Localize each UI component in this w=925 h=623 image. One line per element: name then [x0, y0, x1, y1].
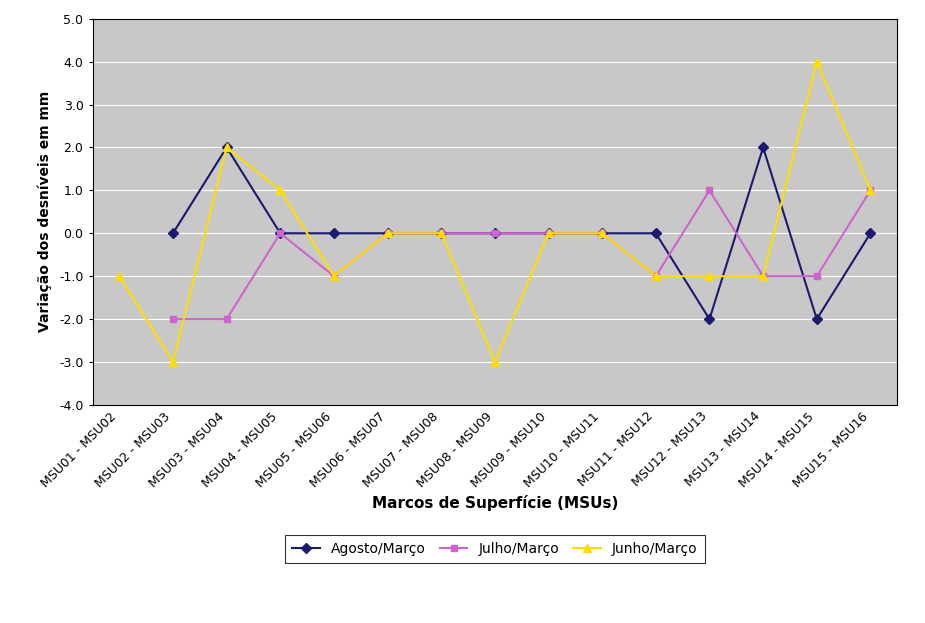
Y-axis label: Variação dos desníveis em mm: Variação dos desníveis em mm	[38, 91, 52, 333]
Julho/Março	[275, 229, 286, 237]
X-axis label: Marcos de Superfície (MSUs): Marcos de Superfície (MSUs)	[372, 495, 618, 511]
Junho/Março	[328, 272, 339, 280]
Julho/Março	[704, 187, 715, 194]
Junho/Março	[489, 358, 500, 366]
Agosto/Março	[758, 144, 769, 151]
Julho/Março	[865, 187, 876, 194]
Junho/Março	[221, 144, 232, 151]
Agosto/Março	[382, 229, 393, 237]
Agosto/Março	[328, 229, 339, 237]
Junho/Março	[114, 272, 125, 280]
Julho/Março	[489, 229, 500, 237]
Line: Julho/Março: Julho/Março	[169, 187, 874, 323]
Junho/Março	[543, 229, 554, 237]
Legend: Agosto/Março, Julho/Março, Junho/Março: Agosto/Março, Julho/Março, Junho/Março	[285, 536, 705, 563]
Junho/Março	[382, 229, 393, 237]
Julho/Março	[328, 272, 339, 280]
Agosto/Março	[704, 315, 715, 323]
Julho/Março	[650, 272, 661, 280]
Agosto/Março	[275, 229, 286, 237]
Agosto/Março	[167, 229, 179, 237]
Julho/Março	[436, 229, 447, 237]
Agosto/Março	[436, 229, 447, 237]
Agosto/Março	[811, 315, 822, 323]
Agosto/Março	[489, 229, 500, 237]
Junho/Março	[865, 187, 876, 194]
Junho/Março	[597, 229, 608, 237]
Junho/Março	[650, 272, 661, 280]
Junho/Março	[704, 272, 715, 280]
Junho/Março	[811, 58, 822, 65]
Agosto/Março	[221, 144, 232, 151]
Julho/Março	[811, 272, 822, 280]
Julho/Março	[543, 229, 554, 237]
Junho/Março	[436, 229, 447, 237]
Julho/Março	[382, 229, 393, 237]
Agosto/Março	[597, 229, 608, 237]
Junho/Março	[275, 187, 286, 194]
Julho/Março	[221, 315, 232, 323]
Agosto/Março	[865, 229, 876, 237]
Junho/Março	[167, 358, 179, 366]
Line: Junho/Março: Junho/Março	[115, 57, 875, 366]
Agosto/Março	[650, 229, 661, 237]
Agosto/Março	[543, 229, 554, 237]
Julho/Março	[167, 315, 179, 323]
Line: Agosto/Março: Agosto/Março	[169, 144, 874, 323]
Julho/Março	[758, 272, 769, 280]
Junho/Março	[758, 272, 769, 280]
Julho/Março	[597, 229, 608, 237]
